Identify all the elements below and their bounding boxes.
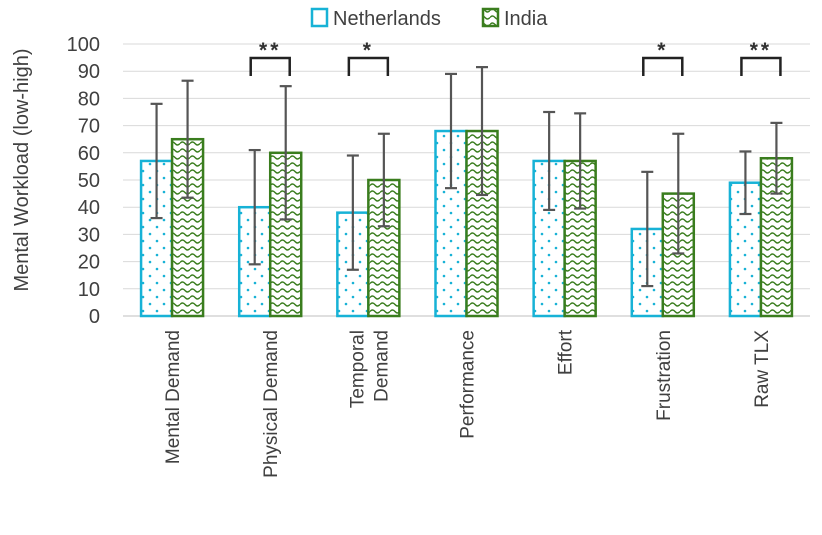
significance-label-5: * — [657, 39, 668, 62]
significance-bracket-5 — [642, 56, 684, 76]
y-tick-0: 0 — [89, 306, 100, 328]
y-axis-ticks: 0 10 20 30 40 50 60 70 80 90 100 — [67, 34, 100, 328]
y-tick-90: 90 — [78, 61, 100, 83]
y-axis-label: Mental Workload (low-high) — [11, 48, 33, 291]
significance-markers: ** * * ** — [249, 39, 782, 76]
x-category-label-0-0: Mental Demand — [163, 330, 184, 464]
y-tick-70: 70 — [78, 116, 100, 138]
significance-bracket-6 — [740, 56, 782, 76]
x-category-label-6-0: Raw TLX — [752, 330, 773, 408]
y-tick-40: 40 — [78, 197, 100, 219]
legend-label-india: India — [504, 8, 548, 30]
x-category-label-2-1: Demand — [371, 330, 392, 402]
y-tick-100: 100 — [67, 34, 100, 56]
bars — [139, 129, 794, 318]
x-category-label-2-0: Temporal — [347, 330, 368, 408]
y-tick-30: 30 — [78, 224, 100, 246]
significance-label-6: ** — [750, 39, 772, 62]
legend-swatch-netherlands — [310, 7, 329, 28]
x-category-label-4-0: Effort — [556, 329, 577, 375]
x-category-label-1-0: Physical Demand — [261, 330, 282, 478]
significance-bracket-1 — [249, 56, 291, 76]
significance-bracket-2 — [347, 56, 390, 76]
y-tick-50: 50 — [78, 170, 100, 192]
y-tick-60: 60 — [78, 143, 100, 165]
y-tick-10: 10 — [78, 279, 100, 301]
x-category-label-5-0: Frustration — [654, 330, 675, 421]
y-tick-80: 80 — [78, 88, 100, 110]
legend: Netherlands India — [310, 7, 548, 30]
y-tick-20: 20 — [78, 252, 100, 274]
x-category-label-3-0: Performance — [458, 330, 479, 439]
legend-label-netherlands: Netherlands — [333, 8, 441, 30]
legend-swatch-india — [481, 7, 500, 28]
significance-label-2: * — [363, 39, 374, 62]
error-bars — [150, 66, 783, 288]
significance-label-1: ** — [259, 39, 281, 62]
x-axis-categories: Mental Demand Physical Demand Temporal Dema… — [163, 329, 773, 478]
